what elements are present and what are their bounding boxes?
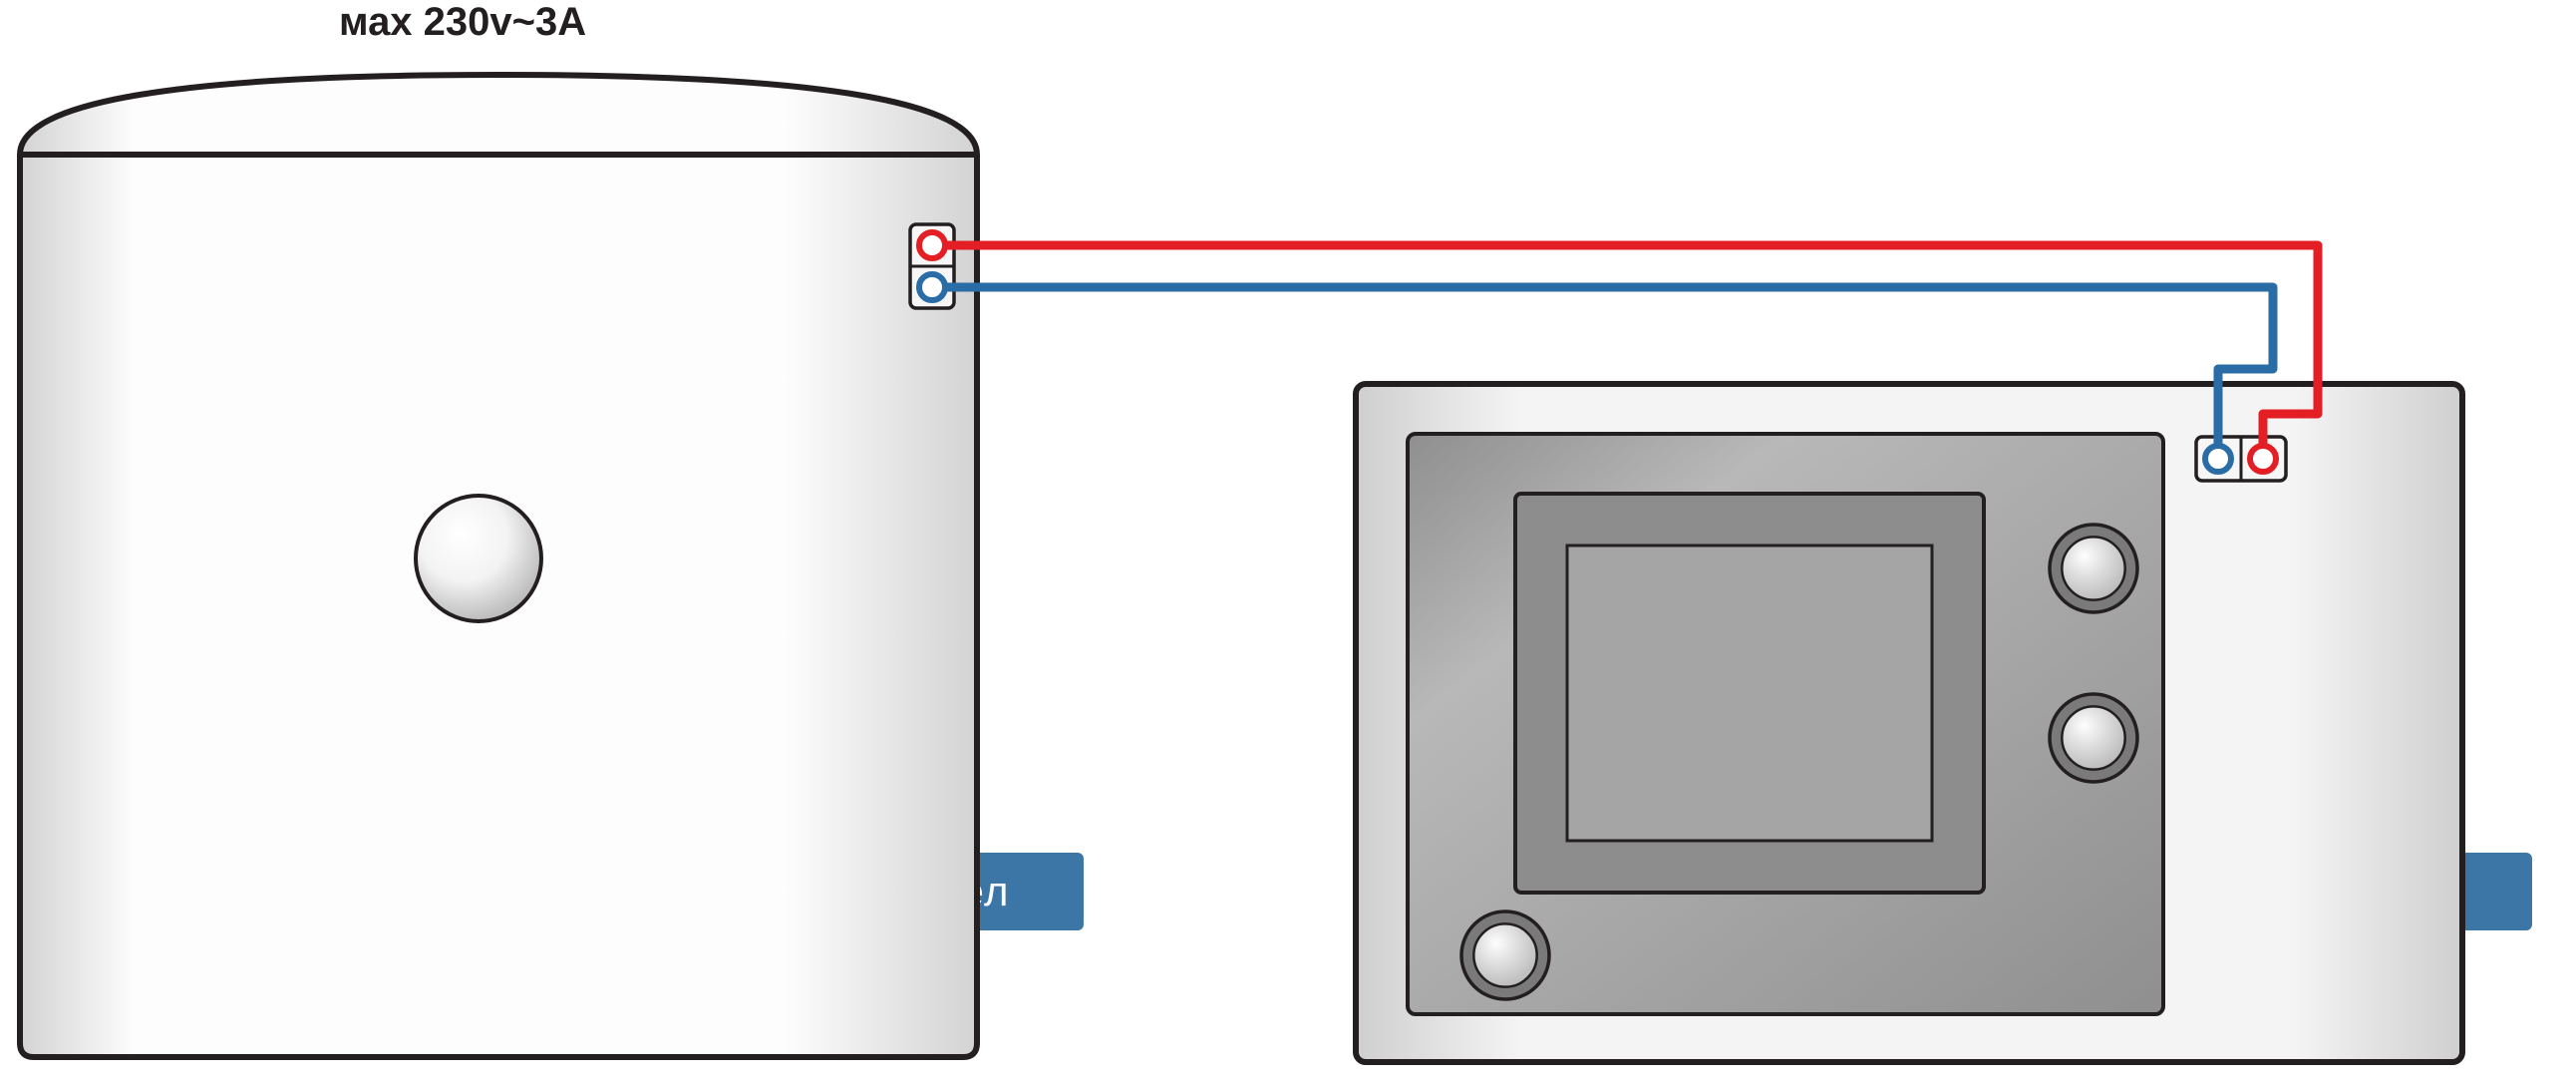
thermostat-screen [1567,545,1932,841]
boiler-terminal-com [919,232,945,258]
wiring-diagram [0,0,2576,1086]
thermostat-button-down [2062,706,2124,769]
boiler-terminal-no [919,274,945,300]
thermostat-terminal-l [2250,446,2276,472]
boiler-dial [416,496,541,621]
thermostat-button-up [2062,537,2124,599]
thermostat-button-mode [1473,923,1536,986]
thermostat-terminal-sl [2205,446,2231,472]
